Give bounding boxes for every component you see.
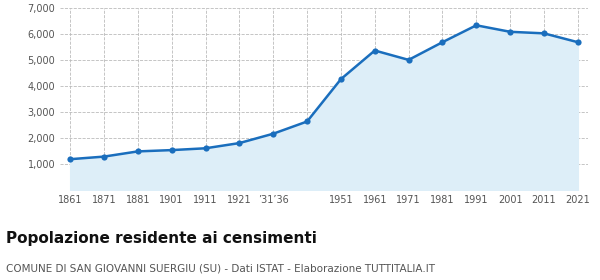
Point — [65, 157, 75, 162]
Point — [201, 146, 211, 151]
Point — [133, 149, 143, 154]
Text: COMUNE DI SAN GIOVANNI SUERGIU (SU) - Dati ISTAT - Elaborazione TUTTITALIA.IT: COMUNE DI SAN GIOVANNI SUERGIU (SU) - Da… — [6, 263, 435, 273]
Point — [437, 40, 447, 45]
Point — [99, 154, 109, 159]
Text: Popolazione residente ai censimenti: Popolazione residente ai censimenti — [6, 231, 317, 246]
Point — [370, 48, 380, 53]
Point — [235, 141, 244, 145]
Point — [336, 77, 346, 81]
Point — [268, 132, 278, 136]
Point — [539, 31, 549, 36]
Point — [505, 30, 515, 34]
Point — [404, 58, 413, 62]
Point — [167, 148, 176, 152]
Point — [302, 119, 312, 124]
Point — [573, 40, 583, 45]
Point — [472, 23, 481, 27]
